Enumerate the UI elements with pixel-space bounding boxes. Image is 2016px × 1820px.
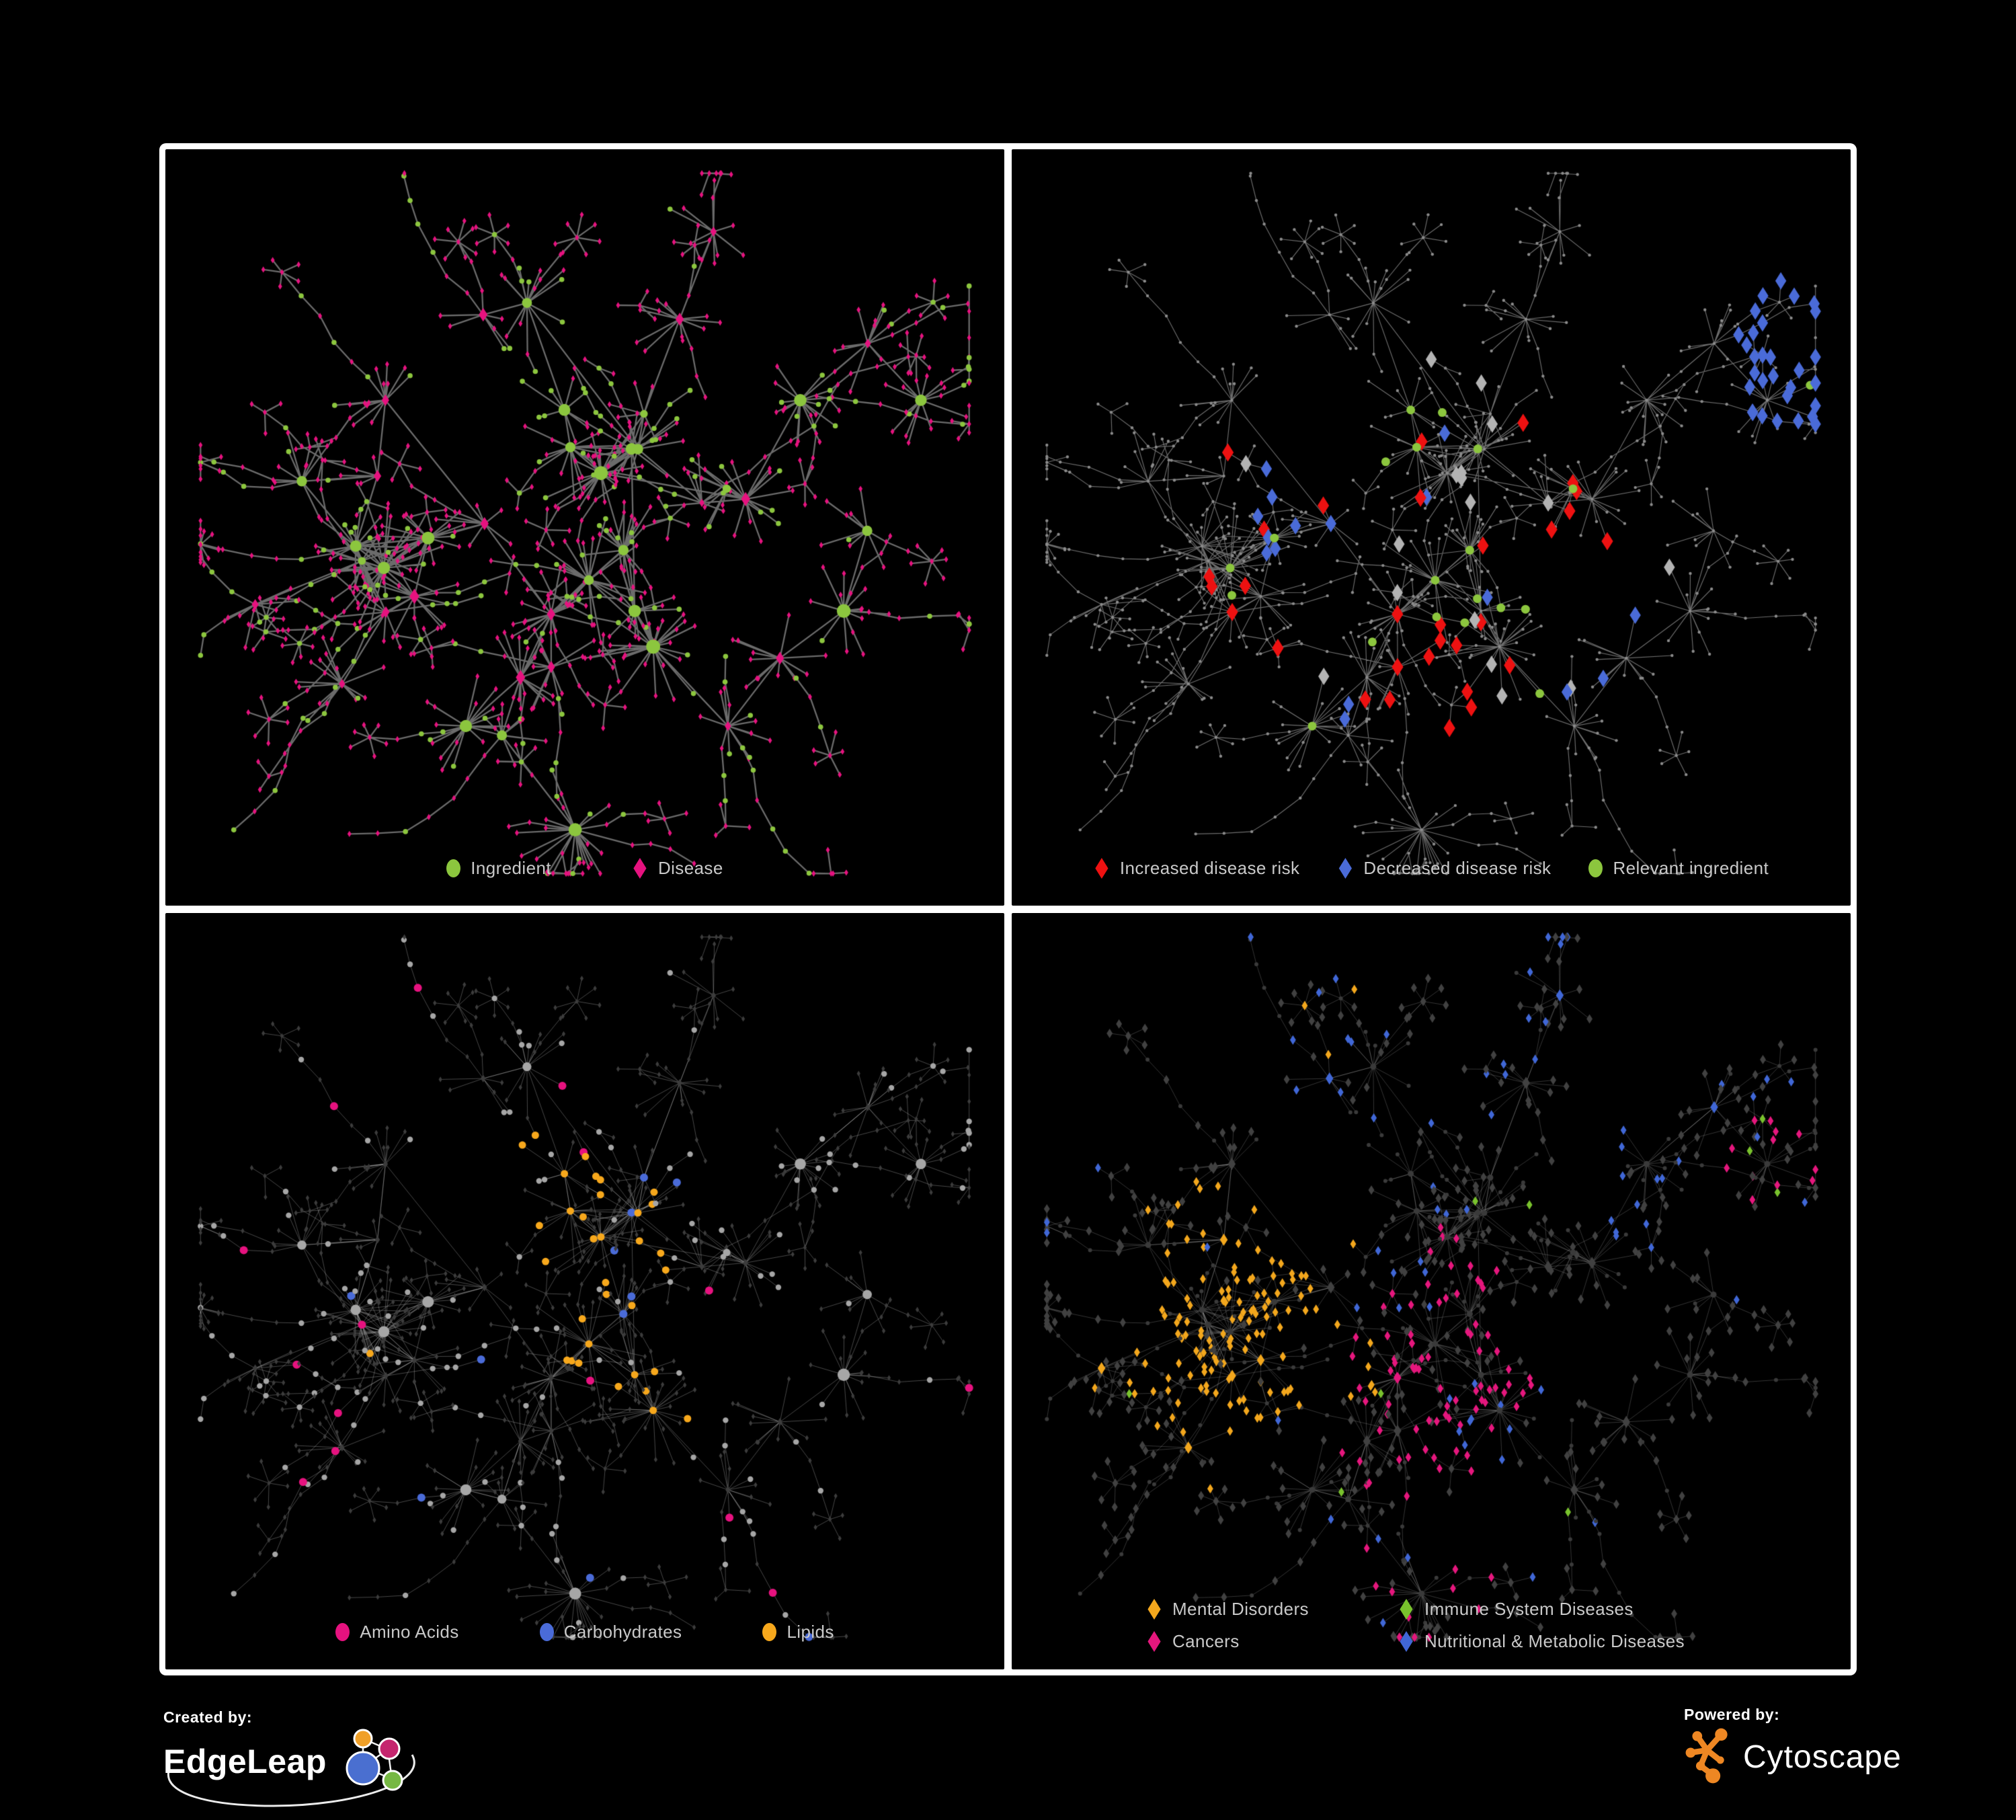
legend-panel-1: Ingredient Disease <box>165 858 1004 879</box>
lipids-legend-marker <box>762 1623 777 1641</box>
legend-label: Nutritional & Metabolic Diseases <box>1424 1631 1685 1651</box>
amino-acids-legend-marker <box>335 1623 350 1641</box>
cytoscape-network-icon <box>1685 1728 1728 1784</box>
mental-disorders-legend-marker <box>1147 1599 1161 1620</box>
legend-item-cancers: Cancers <box>1146 1631 1398 1652</box>
legend-item-lipids: Lipids <box>762 1622 834 1643</box>
nutritional-metabolic-legend-marker <box>1400 1631 1413 1652</box>
disease-legend-marker <box>633 858 647 879</box>
legend-panel-4: Mental Disorders Immune System Diseases … <box>1146 1599 1685 1652</box>
panel-disease-risk: Increased disease risk Decreased disease… <box>1012 149 1851 906</box>
cancers-legend-marker <box>1147 1631 1161 1652</box>
legend-item-decreased-risk: Decreased disease risk <box>1337 858 1551 879</box>
legend-item-immune-diseases: Immune System Diseases <box>1398 1599 1685 1620</box>
network-graph-ingredient-disease <box>165 149 1004 906</box>
edgeleap-swoosh <box>167 1754 415 1807</box>
legend-label: Mental Disorders <box>1172 1599 1309 1619</box>
created-by-block: Created by: EdgeLeap <box>163 1708 473 1809</box>
ingredient-legend-marker <box>446 859 461 877</box>
created-by-label: Created by: <box>163 1708 253 1726</box>
legend-panel-3: Amino Acids Carbohydrates Lipids <box>165 1622 1004 1643</box>
panel-ingredient-classes: Amino Acids Carbohydrates Lipids <box>165 913 1004 1669</box>
edgeleap-wordmark: EdgeLeap <box>163 1743 327 1780</box>
decreased-risk-legend-marker <box>1338 858 1352 879</box>
increased-risk-legend-marker <box>1095 858 1108 879</box>
legend-label: Ingredient <box>471 858 551 878</box>
legend-item-mental-disorders: Mental Disorders <box>1146 1599 1398 1620</box>
legend-item-increased-risk: Increased disease risk <box>1094 858 1299 879</box>
legend-label: Cancers <box>1172 1631 1240 1651</box>
powered-by-block: Powered by: Cytoscape <box>1684 1706 1966 1800</box>
legend-item-disease: Disease <box>632 858 723 879</box>
legend-label: Increased disease risk <box>1119 858 1300 878</box>
panel-grid: Ingredient Disease Increased disease ris… <box>159 143 1857 1675</box>
network-graph-disease-classes <box>1012 913 1851 1669</box>
legend-item-relevant-ingredient: Relevant ingredient <box>1588 858 1769 879</box>
cytoscape-wordmark: Cytoscape <box>1743 1739 1902 1775</box>
edgeleap-network-icon <box>346 1729 403 1791</box>
carbohydrates-legend-marker <box>539 1623 554 1641</box>
legend-item-nutritional-metabolic: Nutritional & Metabolic Diseases <box>1398 1631 1685 1652</box>
panel-disease-classes: Mental Disorders Immune System Diseases … <box>1012 913 1851 1669</box>
legend-item-ingredient: Ingredient <box>446 858 551 879</box>
cytoscape-logo: Cytoscape <box>1684 1728 1966 1786</box>
powered-by-label: Powered by: <box>1684 1706 1780 1723</box>
network-graph-ingredient-classes <box>165 913 1004 1669</box>
legend-label: Relevant ingredient <box>1613 858 1769 878</box>
legend-item-carbohydrates: Carbohydrates <box>539 1622 682 1643</box>
immune-diseases-legend-marker <box>1400 1599 1413 1620</box>
edgeleap-logo: EdgeLeap <box>163 1729 473 1807</box>
legend-label: Carbohydrates <box>563 1622 682 1642</box>
panel-ingredient-disease: Ingredient Disease <box>165 149 1004 906</box>
legend-label: Lipids <box>787 1622 834 1642</box>
relevant-ingredient-legend-marker <box>1588 859 1603 877</box>
legend-label: Amino Acids <box>360 1622 459 1642</box>
legend-panel-2: Increased disease risk Decreased disease… <box>1012 858 1851 879</box>
legend-item-amino-acids: Amino Acids <box>335 1622 458 1643</box>
legend-label: Decreased disease risk <box>1363 858 1551 878</box>
network-graph-disease-risk <box>1012 149 1851 906</box>
legend-label: Disease <box>657 858 723 878</box>
legend-label: Immune System Diseases <box>1424 1599 1634 1619</box>
